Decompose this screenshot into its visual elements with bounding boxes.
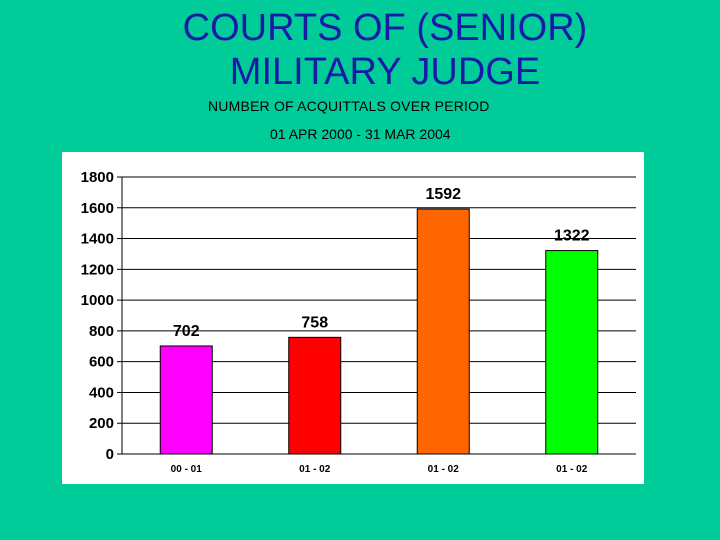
- y-tick-label-400: 400: [89, 384, 114, 401]
- bar-4: [545, 250, 599, 455]
- data-label-4: 1322: [554, 228, 590, 245]
- data-label-1: 702: [173, 323, 200, 340]
- bar-3: [416, 208, 470, 455]
- category-label-4: 01 - 02: [556, 464, 588, 475]
- bar-2: [288, 336, 342, 455]
- y-tick-label-1200: 1200: [81, 261, 114, 278]
- slide-title: COURTS OF (SENIOR) MILITARY JUDGE: [0, 6, 720, 94]
- category-label-2: 01 - 02: [299, 464, 331, 475]
- data-label-3: 1592: [425, 186, 461, 203]
- category-label-3: 01 - 02: [428, 464, 460, 475]
- y-tick-label-800: 800: [89, 323, 114, 340]
- bar-1: [159, 345, 213, 455]
- category-label-1: 00 - 01: [171, 464, 203, 475]
- y-tick-label-200: 200: [89, 415, 114, 432]
- chart-panel: 0 200 400 600 800 1000 1200 1400 1600 1800 702 00 -…: [62, 152, 644, 484]
- y-tick-label-1800: 1800: [81, 169, 114, 186]
- title-line-2: MILITARY JUDGE: [229, 51, 541, 93]
- data-label-2: 758: [301, 314, 328, 331]
- period-label: 01 APR 2000 - 31 MAR 2004: [270, 126, 451, 142]
- y-tick-label-1000: 1000: [81, 292, 114, 309]
- y-tick-label-1400: 1400: [81, 231, 114, 248]
- y-tick-label-1600: 1600: [81, 200, 114, 217]
- chart-subtitle: NUMBER OF ACQUITTALS OVER PERIOD: [208, 98, 490, 114]
- y-tick-label-0: 0: [106, 446, 114, 463]
- title-line-1: COURTS OF (SENIOR): [182, 7, 588, 49]
- bar-chart: 0 200 400 600 800 1000 1200 1400 1600 1800 702 00 -…: [81, 169, 636, 475]
- y-tick-label-600: 600: [89, 354, 114, 371]
